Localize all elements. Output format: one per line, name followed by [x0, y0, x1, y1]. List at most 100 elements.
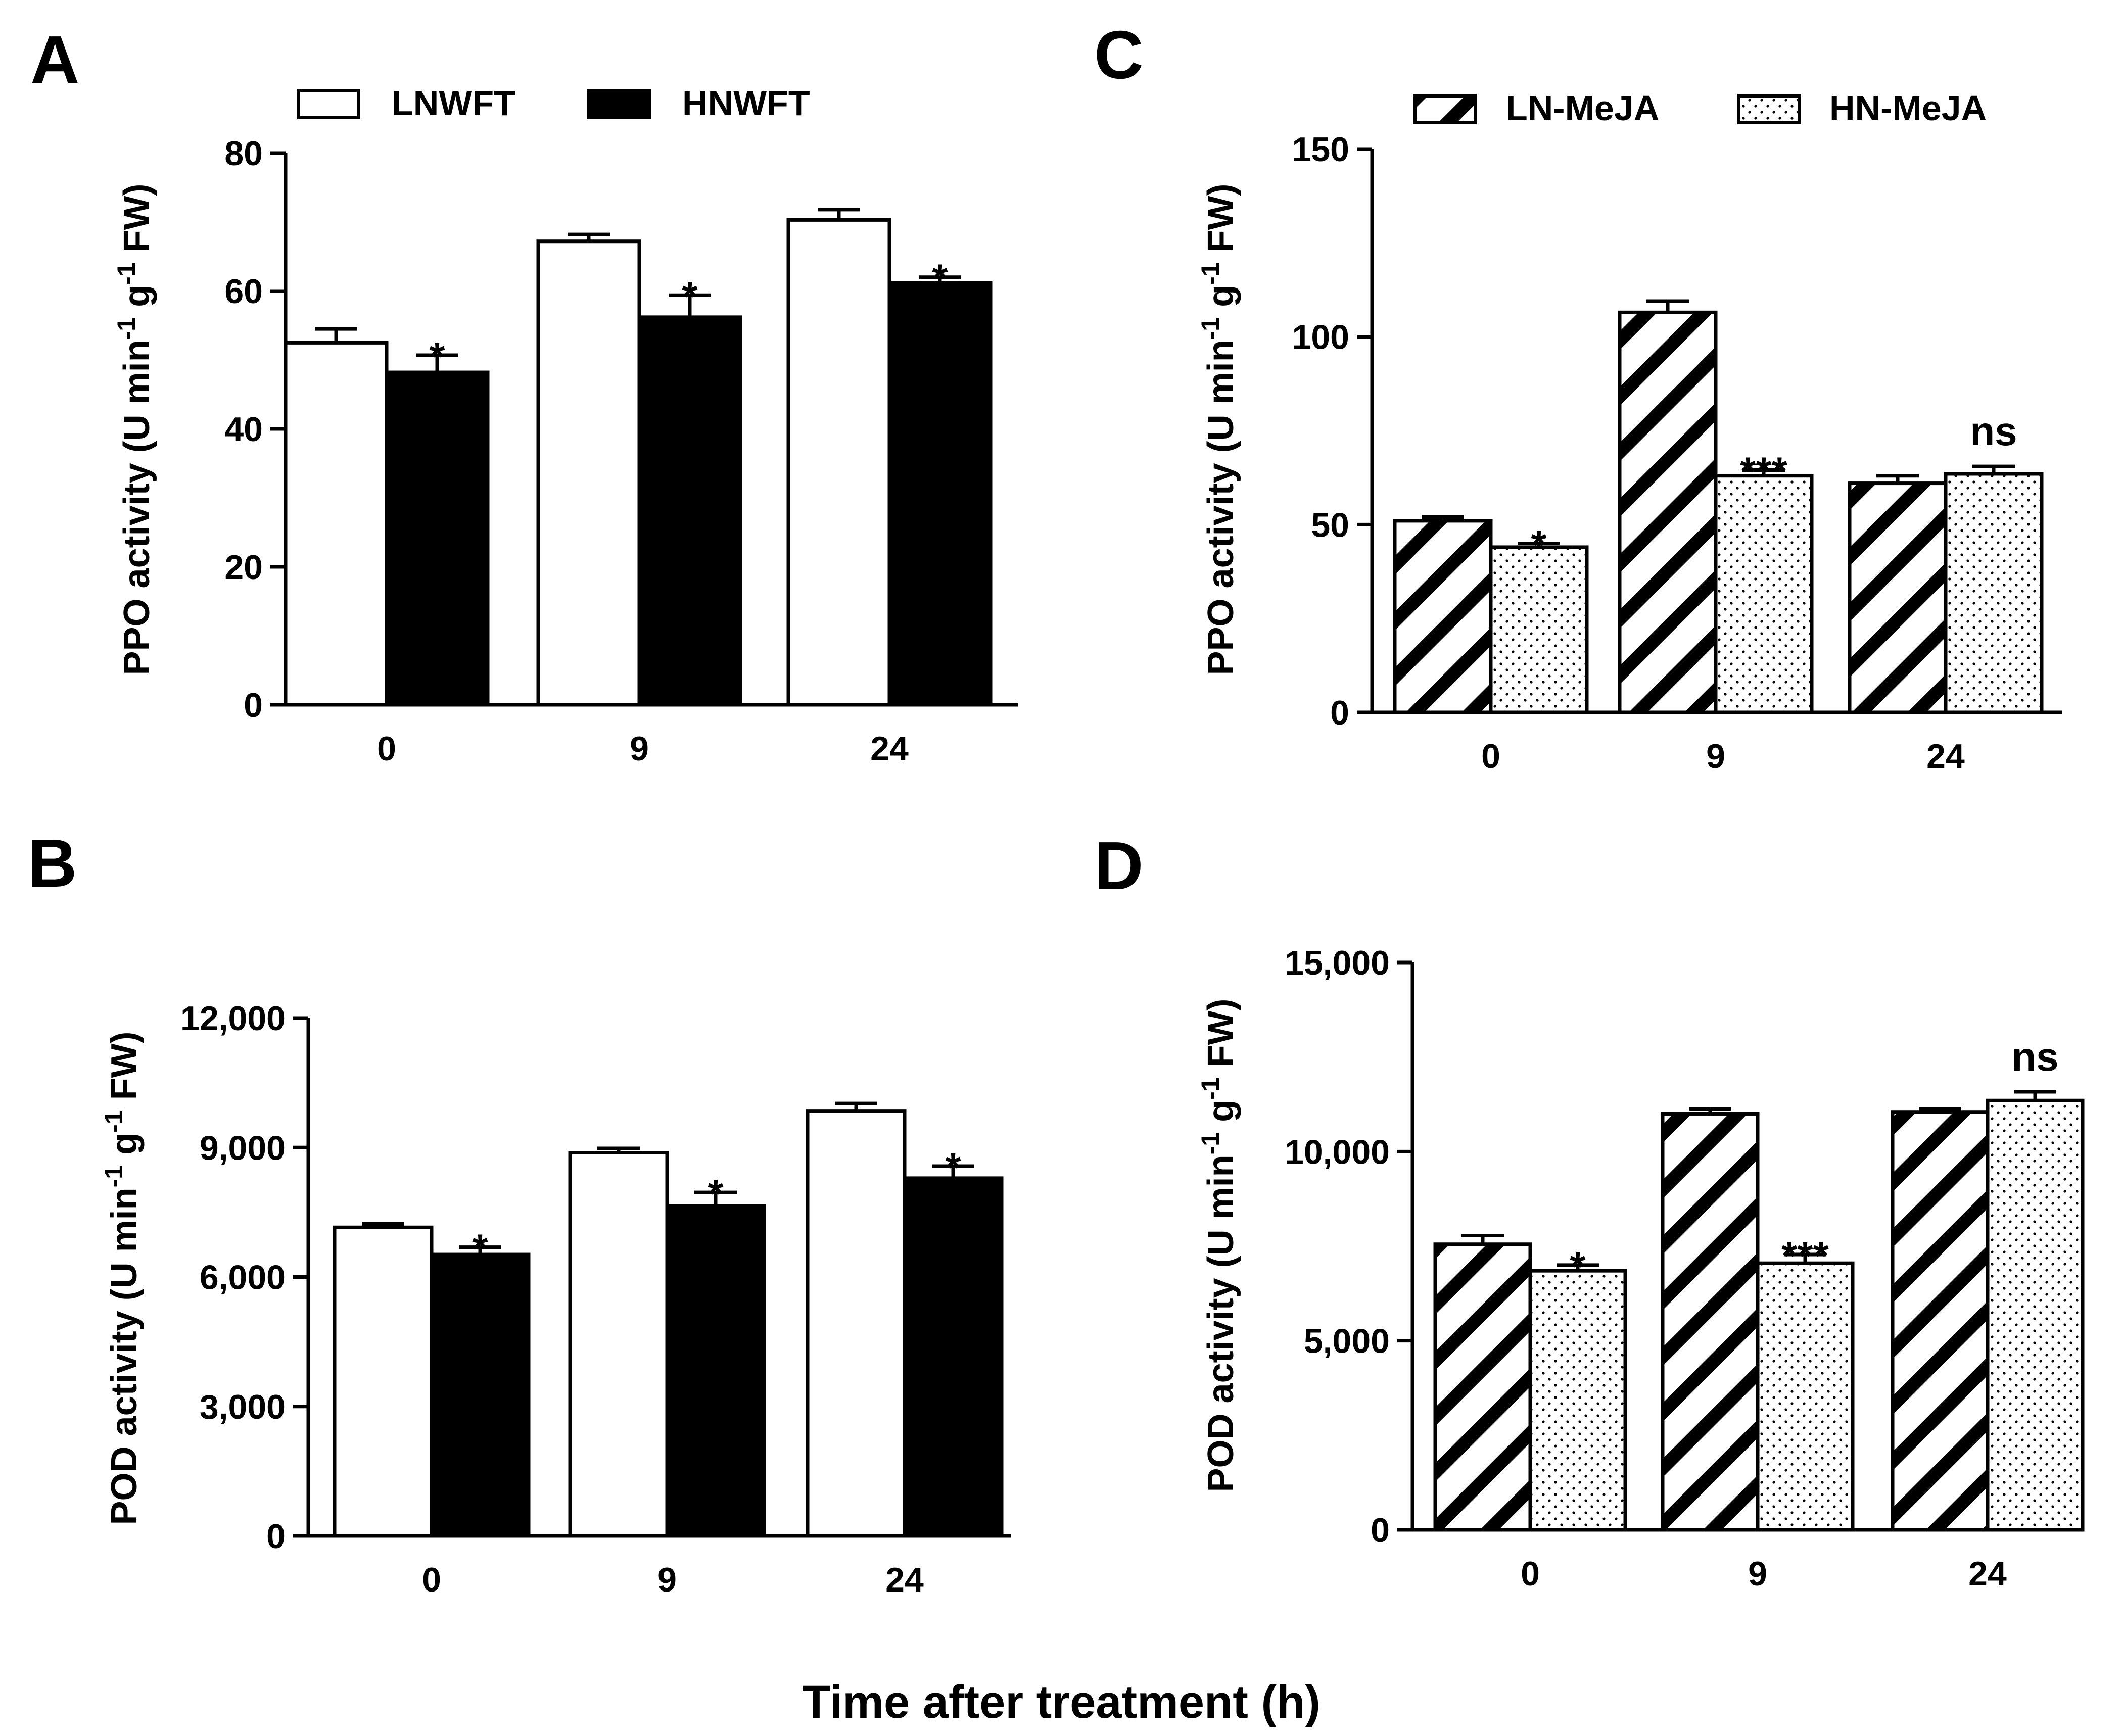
y-axis-title-part: PPO activity (U min [117, 340, 157, 675]
y-axis-title-part: g [1201, 1100, 1241, 1132]
bar-hn-meja [1714, 474, 1814, 714]
y-axis-title-part: FW) [104, 1032, 145, 1111]
x-tick-label: 24 [870, 730, 909, 768]
bar-lnwft [333, 1225, 434, 1538]
bar-hnwft [637, 315, 742, 707]
bar-hn-meja [1489, 545, 1589, 714]
y-tick-label: 20 [224, 548, 263, 587]
significance-marker: *** [1781, 1233, 1829, 1278]
x-tick-label: 0 [1521, 1555, 1540, 1593]
y-axis-title: POD activity (U min-1 g-1 FW) [1196, 999, 1241, 1492]
bar-lnwft [284, 341, 389, 707]
significance-marker: * [682, 274, 698, 319]
y-axis-title-part: POD activity (U min [1201, 1154, 1241, 1492]
y-axis-title-superscript: -1 [112, 262, 140, 284]
y-tick-label: 40 [224, 410, 263, 449]
bar-ln-meja [1393, 519, 1493, 714]
bar-ln-meja [1618, 310, 1718, 714]
bar-ln-meja [1891, 1110, 1990, 1532]
y-tick-label: 0 [1330, 694, 1349, 732]
x-tick-label: 9 [657, 1561, 677, 1599]
y-axis-title-part: g [117, 285, 157, 317]
panel-label: C [1094, 17, 1144, 93]
y-axis-title-superscript: -1 [112, 317, 140, 340]
bar-ln-meja [1661, 1112, 1760, 1532]
significance-marker: * [945, 1145, 961, 1190]
x-tick-label: 9 [1706, 737, 1725, 776]
panel-b: B 0 3,000 6,000 9,000 12,000 POD activity (U m… [28, 825, 1011, 1599]
x-tick-label: 0 [377, 730, 396, 768]
panel-label: D [1094, 828, 1144, 904]
bar-ln-meja [1848, 481, 1948, 714]
x-tick-label: 9 [630, 730, 649, 768]
significance-marker: * [429, 334, 445, 379]
x-tick-label: 0 [422, 1561, 441, 1599]
y-axis-title-superscript: -1 [1196, 317, 1224, 340]
bar-ln-meja [1433, 1242, 1532, 1532]
legend-swatch-ln-meja [1413, 94, 1477, 124]
y-tick-label: 3,000 [200, 1388, 286, 1426]
x-tick-label: 24 [1926, 737, 1965, 776]
bar-hnwft [385, 370, 490, 707]
y-tick-label: 15,000 [1285, 944, 1390, 982]
significance-marker: * [932, 256, 948, 301]
y-axis-title-superscript: -1 [1196, 262, 1224, 284]
significance-marker: ns [2011, 1034, 2058, 1079]
legend-swatch-lnwft [297, 89, 360, 119]
y-tick-label: 9,000 [200, 1129, 286, 1167]
legend-label-ln-meja: LN-MeJA [1506, 88, 1659, 128]
bar-lnwft [786, 218, 891, 707]
x-tick-label: 24 [885, 1561, 924, 1599]
y-tick-label: 0 [266, 1517, 286, 1556]
bar-hn-meja [1986, 1098, 2085, 1532]
y-axis-title-part: g [104, 1133, 145, 1165]
bar-hnwft [430, 1252, 531, 1538]
y-tick-label: 60 [224, 272, 263, 311]
y-axis-title-superscript: -1 [100, 1110, 128, 1132]
y-tick-label: 6,000 [200, 1259, 286, 1297]
y-axis-title-part: FW) [117, 183, 157, 262]
significance-marker: * [1531, 522, 1547, 567]
x-tick-label: 24 [1968, 1555, 2007, 1593]
legend-label-hn-meja: HN-MeJA [1829, 88, 1987, 128]
significance-marker: * [1570, 1244, 1586, 1289]
y-axis-title-part: g [1201, 285, 1241, 317]
bar-hn-meja [1756, 1261, 1855, 1532]
bar-hn-meja [1528, 1269, 1627, 1532]
y-tick-label: 150 [1292, 130, 1349, 169]
y-axis-title-part: PPO activity (U min [1201, 340, 1241, 675]
y-tick-label: 50 [1311, 506, 1349, 544]
y-axis-title-superscript: -1 [1196, 1132, 1224, 1154]
significance-marker: * [708, 1171, 724, 1216]
y-axis-title-part: POD activity (U min [104, 1187, 145, 1525]
bar-lnwft [806, 1109, 907, 1538]
y-axis-title-superscript: -1 [100, 1165, 128, 1187]
bar-hnwft [665, 1204, 766, 1538]
y-tick-label: 10,000 [1285, 1133, 1390, 1171]
bar-lnwft [536, 239, 641, 707]
y-axis-title-part: FW) [1201, 183, 1241, 262]
panel-label: A [30, 22, 80, 98]
x-axis-title: Time after treatment (h) [802, 1676, 1321, 1728]
y-axis-title: PPO activity (U min-1 g-1 FW) [1196, 183, 1241, 675]
bar-hnwft [903, 1176, 1004, 1538]
legend-label-hnwft: HNWFT [682, 83, 810, 123]
y-tick-label: 5,000 [1304, 1322, 1390, 1361]
significance-marker: * [472, 1226, 488, 1271]
y-axis-title: POD activity (U min-1 g-1 FW) [100, 1032, 145, 1525]
y-axis-title-part: FW) [1201, 999, 1241, 1078]
y-tick-label: 100 [1292, 318, 1349, 357]
y-tick-label: 80 [224, 134, 263, 173]
legend-label-lnwft: LNWFT [392, 83, 515, 123]
y-tick-label: 0 [1371, 1511, 1390, 1550]
panel-label: B [28, 825, 77, 901]
legend-swatch-hnwft [587, 89, 651, 119]
y-tick-label: 12,000 [180, 999, 286, 1038]
significance-marker: ns [1970, 409, 2017, 454]
significance-marker: *** [1740, 449, 1787, 494]
y-axis-title-superscript: -1 [1196, 1077, 1224, 1099]
